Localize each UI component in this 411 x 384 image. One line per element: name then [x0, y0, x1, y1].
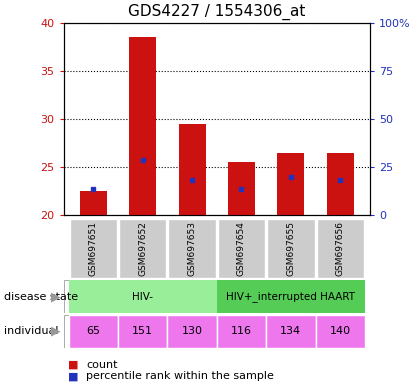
- Bar: [69, 315, 118, 348]
- Text: GSM697655: GSM697655: [286, 221, 296, 276]
- Bar: [277, 152, 305, 215]
- Text: ■: ■: [68, 360, 79, 370]
- Bar: [266, 315, 316, 348]
- Bar: [267, 219, 314, 278]
- Text: GSM697653: GSM697653: [187, 221, 196, 276]
- Text: 151: 151: [132, 326, 153, 336]
- Bar: [327, 152, 354, 215]
- Bar: [167, 315, 217, 348]
- Bar: [169, 219, 216, 278]
- Text: GSM697651: GSM697651: [89, 221, 98, 276]
- Text: individual: individual: [4, 326, 59, 336]
- Text: GSM697652: GSM697652: [138, 221, 147, 276]
- Text: GSM697656: GSM697656: [336, 221, 345, 276]
- Bar: [119, 219, 166, 278]
- Bar: [129, 37, 156, 215]
- Bar: [316, 315, 365, 348]
- Bar: [217, 315, 266, 348]
- Bar: [218, 219, 265, 278]
- Text: ▶: ▶: [51, 290, 60, 303]
- Text: ■: ■: [68, 371, 79, 381]
- Bar: [178, 124, 206, 215]
- Text: 134: 134: [280, 326, 301, 336]
- Bar: [217, 280, 365, 313]
- Text: percentile rank within the sample: percentile rank within the sample: [86, 371, 274, 381]
- Text: GSM697654: GSM697654: [237, 221, 246, 276]
- Text: HIV-: HIV-: [132, 291, 153, 302]
- Text: count: count: [86, 360, 118, 370]
- Bar: [69, 280, 217, 313]
- Bar: [316, 219, 364, 278]
- Bar: [69, 219, 117, 278]
- Text: 116: 116: [231, 326, 252, 336]
- Text: 140: 140: [330, 326, 351, 336]
- Bar: [118, 315, 167, 348]
- Bar: [80, 191, 107, 215]
- Text: ▶: ▶: [51, 325, 60, 338]
- Text: 65: 65: [86, 326, 100, 336]
- Text: disease state: disease state: [4, 291, 78, 302]
- Text: HIV+_interrupted HAART: HIV+_interrupted HAART: [226, 291, 356, 302]
- Text: 130: 130: [182, 326, 203, 336]
- Title: GDS4227 / 1554306_at: GDS4227 / 1554306_at: [128, 4, 305, 20]
- Bar: [228, 162, 255, 215]
